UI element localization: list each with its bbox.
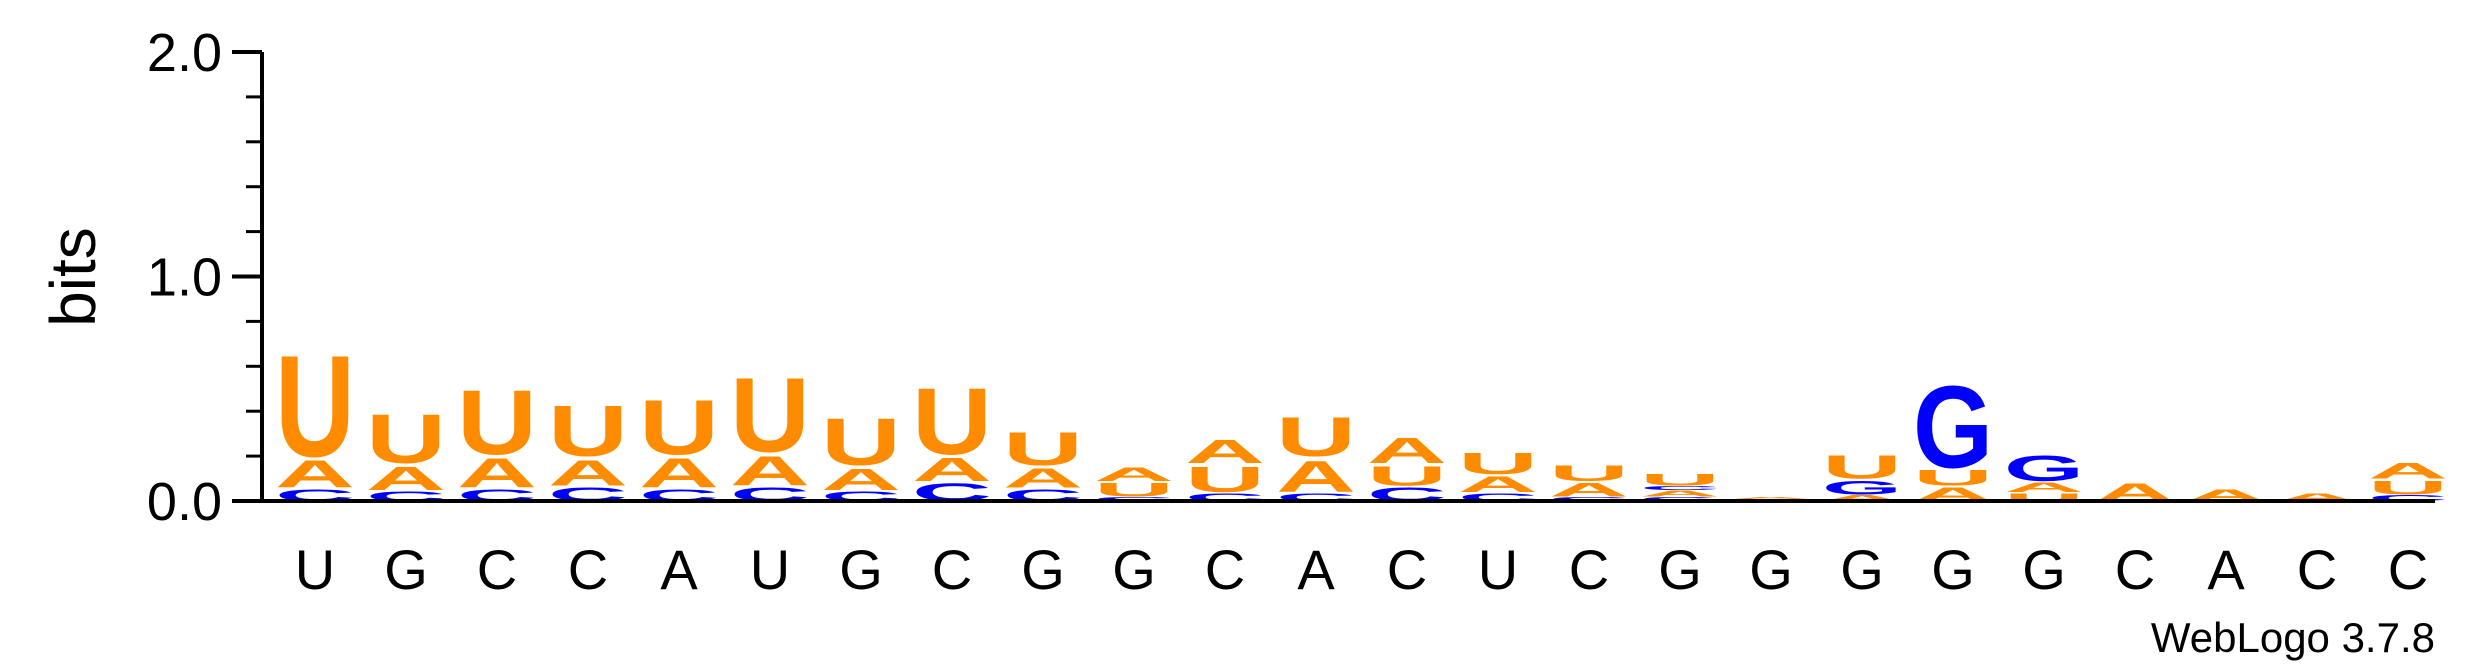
logo-letter: U xyxy=(639,384,719,471)
logo-letter: A xyxy=(548,453,628,493)
logo-letter: U xyxy=(1458,447,1538,481)
position-stack: CUA xyxy=(2368,458,2448,502)
y-tick-label: 0.0 xyxy=(147,472,222,532)
logo-letter: A xyxy=(366,460,446,497)
position-stack: CAU xyxy=(639,384,719,505)
y-ticks: 0.0 1.0 2.0 xyxy=(147,23,262,532)
logo-letter: A xyxy=(1549,479,1629,501)
logo-letter: A xyxy=(2004,480,2084,496)
credit-label: WebLogo 3.7.8 xyxy=(2151,614,2435,661)
sequence-label: C xyxy=(2388,538,2428,601)
sequence-label: U xyxy=(295,538,335,601)
logo-letter: C xyxy=(2368,493,2448,502)
logo-letter: A xyxy=(821,462,901,496)
logo-letter: A xyxy=(275,452,355,496)
position-stack: CAU xyxy=(821,405,901,504)
position-stack: CUA xyxy=(1367,430,1447,505)
logo-letter: G xyxy=(1913,362,1993,493)
position-stack: GACU xyxy=(1640,470,1720,502)
logo-letter: U xyxy=(1276,406,1356,468)
sequence-label: A xyxy=(1297,538,1335,601)
position-stack: CUA xyxy=(1185,433,1265,503)
position-stack: CAU xyxy=(1003,423,1083,505)
logo-letter: U xyxy=(1094,479,1174,501)
logo-letter: U xyxy=(275,326,355,488)
logo-letter: A xyxy=(639,450,719,497)
logo-letter: A xyxy=(1094,463,1174,485)
logo-letter: A xyxy=(1640,489,1720,498)
logo-letter: A xyxy=(1276,452,1356,502)
position-stack: CAU xyxy=(1458,447,1538,504)
sequence-label: C xyxy=(2297,538,2337,601)
sequence-label: A xyxy=(2207,538,2245,601)
position-stack: CUA xyxy=(1094,463,1174,502)
letter-stacks: CAUCAUCAUCAUCAUCAUCAUCAUCAUCUACUACAUCUAC… xyxy=(275,326,2448,507)
position-stack: AUG xyxy=(1913,362,1993,505)
sequence-label: C xyxy=(1205,538,1245,601)
logo-letter: U xyxy=(366,400,446,478)
logo-letter: A xyxy=(2368,458,2448,483)
logo-letter: A xyxy=(457,450,537,497)
sequence-label: C xyxy=(1569,538,1609,601)
sequence-label: G xyxy=(839,538,883,601)
y-tick-label: 2.0 xyxy=(147,23,222,83)
position-stack: CAU xyxy=(1276,406,1356,503)
logo-letter: U xyxy=(1822,449,1902,486)
sequence-label: U xyxy=(750,538,790,601)
logo-letter: A xyxy=(1458,472,1538,497)
logo-letter: U xyxy=(2368,477,2448,499)
logo-letter: U xyxy=(1185,460,1265,500)
logo-letter: G xyxy=(1822,477,1902,499)
logo-letter: A xyxy=(912,451,992,488)
plot-area: CAUCAUCAUCAUCAUCAUCAUCAUCAUCUACUACAUCUAC… xyxy=(147,23,2448,601)
logo-letter: U xyxy=(1003,423,1083,476)
logo-letter: A xyxy=(1822,493,1902,502)
logo-letter: U xyxy=(821,405,901,480)
position-stack: CAU xyxy=(275,326,355,505)
logo-letter: U xyxy=(1367,460,1447,491)
sequence-label: G xyxy=(2022,538,2066,601)
position-stack: CAU xyxy=(366,400,446,504)
sequence-label: G xyxy=(1021,538,1065,601)
position-stack: AGU xyxy=(1822,449,1902,503)
logo-letter: A xyxy=(1003,463,1083,494)
sequence-label: C xyxy=(568,538,608,601)
logo-letter: A xyxy=(1731,496,1811,499)
logo-letter: A xyxy=(1367,430,1447,470)
position-stack: CAU xyxy=(548,390,628,505)
logo-letter: U xyxy=(548,390,628,471)
logo-letter: U xyxy=(1913,465,1993,490)
sequence-label: A xyxy=(660,538,698,601)
sequence-label: U xyxy=(1478,538,1518,601)
sequence-label: G xyxy=(1749,538,1793,601)
logo-letter: U xyxy=(730,356,810,474)
logo-letter: U xyxy=(457,371,537,474)
position-stack: CAU xyxy=(457,371,537,505)
logo-letter: A xyxy=(1185,433,1265,470)
logo-letter: C xyxy=(1640,485,1720,491)
position-stack: CAU xyxy=(1549,461,1629,502)
position-stack: UAG xyxy=(2004,448,2084,503)
sequence-label: C xyxy=(932,538,972,601)
sequence-label: G xyxy=(1658,538,1702,601)
logo-letter: A xyxy=(730,447,810,494)
logo-letter: U xyxy=(1549,461,1629,486)
sequence-label: G xyxy=(1931,538,1975,601)
sequence-label: G xyxy=(384,538,428,601)
sequence-label: G xyxy=(1840,538,1884,601)
sequence-label: C xyxy=(2115,538,2155,601)
position-stack: CAU xyxy=(912,368,992,506)
sequence-label: G xyxy=(1112,538,1156,601)
logo-letter: U xyxy=(1640,470,1720,489)
logo-letter: U xyxy=(912,368,992,474)
y-axis-title: bits xyxy=(37,227,109,327)
logo-letter: G xyxy=(2004,448,2084,488)
sequence-label: C xyxy=(1387,538,1427,601)
position-stack: CAU xyxy=(730,356,810,505)
sequence-label: C xyxy=(477,538,517,601)
y-tick-label: 1.0 xyxy=(147,248,222,308)
